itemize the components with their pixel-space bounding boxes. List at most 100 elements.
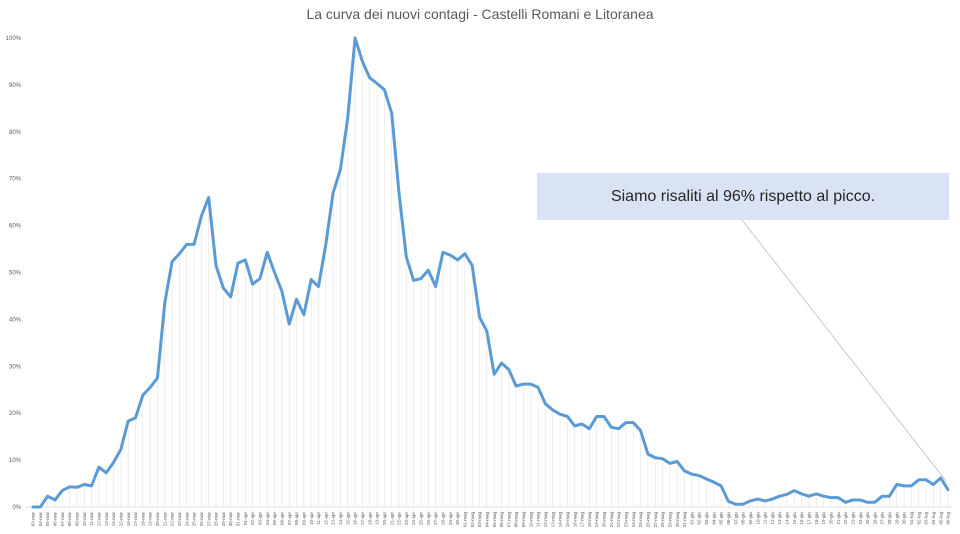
x-tick-label: 07-giu: [733, 512, 738, 525]
data-point: [280, 290, 283, 293]
data-point: [903, 484, 906, 487]
data-point: [646, 453, 649, 456]
data-point: [390, 112, 393, 115]
data-point: [493, 373, 496, 376]
data-point: [295, 298, 298, 301]
y-tick-label: 40%: [9, 317, 22, 323]
y-tick-label: 80%: [9, 130, 22, 136]
data-point: [588, 427, 591, 430]
x-tick-label: 16-apr: [353, 512, 358, 526]
x-tick-label: 02-giu: [697, 512, 702, 525]
x-tick-label: 03-mar: [31, 512, 36, 527]
data-point: [383, 88, 386, 91]
x-tick-label: 25-apr: [419, 512, 424, 526]
x-tick-label: 19-apr: [375, 512, 380, 526]
data-point: [807, 495, 810, 498]
x-tick-label: 05-mag: [492, 512, 497, 528]
x-tick-label: 30-mar: [228, 512, 233, 527]
data-point: [207, 196, 210, 199]
data-point: [485, 330, 488, 333]
x-tick-label: 13-mar: [104, 512, 109, 527]
y-tick-label: 90%: [9, 83, 22, 89]
x-tick-label: 17-mag: [580, 512, 585, 528]
x-tick-label: 19-mar: [148, 512, 153, 527]
x-tick-label: 25-mar: [192, 512, 197, 527]
x-tick-label: 13-apr: [331, 512, 336, 526]
x-tick-label: 17-mar: [133, 512, 138, 527]
x-tick-label: 06-apr: [279, 512, 284, 526]
x-tick-label: 21-giu: [836, 512, 841, 525]
data-point: [500, 362, 503, 365]
x-tick-label: 30-giu: [902, 512, 907, 525]
data-point: [324, 243, 327, 246]
data-points: [32, 37, 949, 508]
data-point: [105, 471, 108, 474]
x-tick-label: 16-mar: [126, 512, 131, 527]
x-tick-label: 19-giu: [821, 512, 826, 525]
data-point: [851, 498, 854, 501]
data-point: [310, 278, 313, 281]
x-tick-label: 05-apr: [272, 512, 277, 526]
data-point: [661, 457, 664, 460]
x-tick-label: 22-apr: [397, 512, 402, 526]
x-tick-label: 26-mar: [199, 512, 204, 527]
data-point: [742, 503, 745, 506]
x-tick-label: 07-mag: [506, 512, 511, 528]
x-tick-label: 31-mar: [236, 512, 241, 527]
data-point: [515, 384, 518, 387]
x-tick-label: 25-giu: [865, 512, 870, 525]
data-point: [910, 484, 913, 487]
data-point: [53, 498, 56, 501]
x-tick-label: 03-lug: [924, 512, 929, 525]
x-tick-label: 01-apr: [243, 512, 248, 526]
data-point: [800, 492, 803, 495]
x-tick-label: 01-giu: [689, 512, 694, 525]
x-tick-label: 06-giu: [726, 512, 731, 525]
x-tick-label: 22-mar: [170, 512, 175, 527]
x-tick-label: 01-lug: [909, 512, 914, 525]
data-point: [68, 485, 71, 488]
x-tick-label: 20-mar: [155, 512, 160, 527]
data-point: [478, 316, 481, 319]
x-tick-label: 26-apr: [426, 512, 431, 526]
data-point: [171, 260, 174, 263]
data-point: [690, 473, 693, 476]
x-tick-label: 05-mar: [45, 512, 50, 527]
x-tick-label: 20-apr: [382, 512, 387, 526]
x-tick-label: 18-mar: [140, 512, 145, 527]
data-point: [339, 168, 342, 171]
data-point: [939, 476, 942, 479]
data-point: [815, 492, 818, 495]
data-point: [193, 243, 196, 246]
data-point: [778, 495, 781, 498]
x-tick-label: 20-mag: [602, 512, 607, 528]
x-tick-label: 14-mag: [558, 512, 563, 528]
data-point: [434, 285, 437, 288]
x-tick-label: 31-mag: [682, 512, 687, 528]
data-point: [288, 323, 291, 326]
data-point: [932, 483, 935, 486]
x-tick-label: 10-mar: [82, 512, 87, 527]
data-point: [149, 386, 152, 389]
x-tick-label: 04-mar: [38, 512, 43, 527]
data-point: [925, 478, 928, 481]
data-point: [829, 496, 832, 499]
data-point: [551, 408, 554, 411]
data-point: [712, 481, 715, 484]
x-tick-label: 01-mag: [462, 512, 467, 528]
data-point: [302, 313, 305, 316]
data-point: [376, 82, 379, 85]
data-point: [200, 215, 203, 218]
data-point: [39, 506, 42, 508]
data-point: [361, 60, 364, 63]
x-tick-label: 21-apr: [389, 512, 394, 526]
x-tick-label: 26-mag: [645, 512, 650, 528]
data-point: [624, 421, 627, 424]
x-tick-label: 21-mar: [162, 512, 167, 527]
x-tick-label: 25-mag: [638, 512, 643, 528]
data-point: [61, 489, 64, 492]
data-point: [749, 499, 752, 502]
x-tick-label: 08-giu: [741, 512, 746, 525]
x-tick-label: 24-apr: [411, 512, 416, 526]
